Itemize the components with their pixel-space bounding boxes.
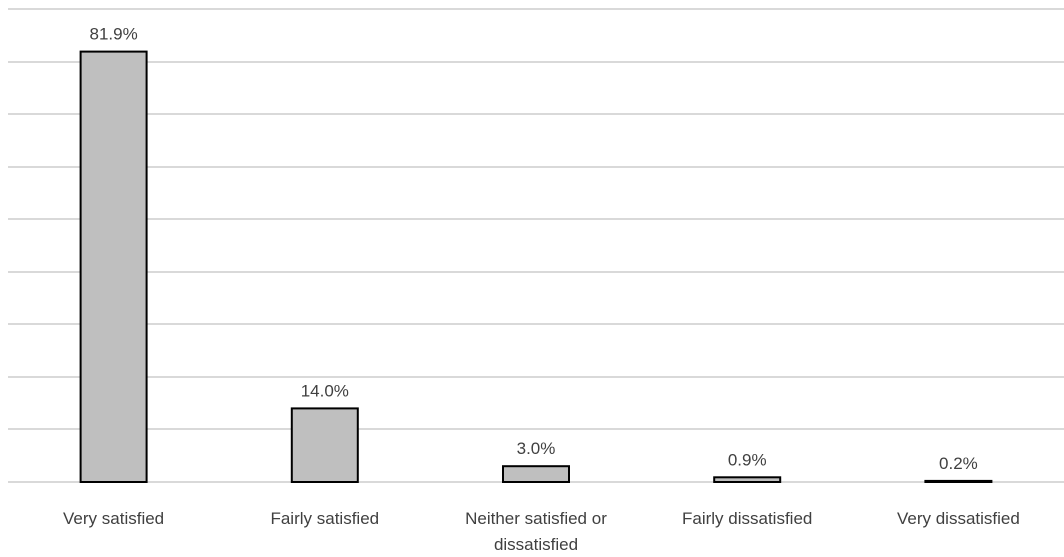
category-label-4: Very dissatisfied (897, 509, 1020, 528)
category-label-2: Neither satisfied or dissatisfied (465, 509, 607, 554)
category-label-line: Very dissatisfied (897, 509, 1020, 528)
bar-3 (713, 476, 782, 483)
bar-4 (924, 479, 993, 483)
category-label-3: Fairly dissatisfied (682, 509, 812, 528)
category-label-line: Fairly dissatisfied (682, 509, 812, 528)
data-label-1: 14.0% (301, 381, 349, 400)
data-labels: 81.9% 14.0% 3.0% 0.9% 0.2% (89, 25, 977, 473)
bars (79, 50, 993, 484)
bar-0 (79, 50, 148, 483)
data-label-4: 0.2% (939, 454, 978, 473)
data-label-3: 0.9% (728, 450, 767, 469)
bar-1 (290, 407, 359, 483)
category-label-line: Very satisfied (63, 509, 164, 528)
data-label-0: 81.9% (89, 25, 137, 44)
category-label-0: Very satisfied (63, 509, 164, 528)
data-label-2: 3.0% (517, 439, 556, 458)
gridlines (8, 8, 1064, 483)
category-label-line: Fairly satisfied (270, 509, 379, 528)
category-label-line: Neither satisfied or (465, 509, 607, 528)
category-label-line: dissatisfied (494, 535, 578, 554)
bar-2 (502, 465, 570, 484)
category-labels: Very satisfied Fairly satisfied Neither sa… (63, 509, 1020, 554)
category-label-1: Fairly satisfied (270, 509, 379, 528)
